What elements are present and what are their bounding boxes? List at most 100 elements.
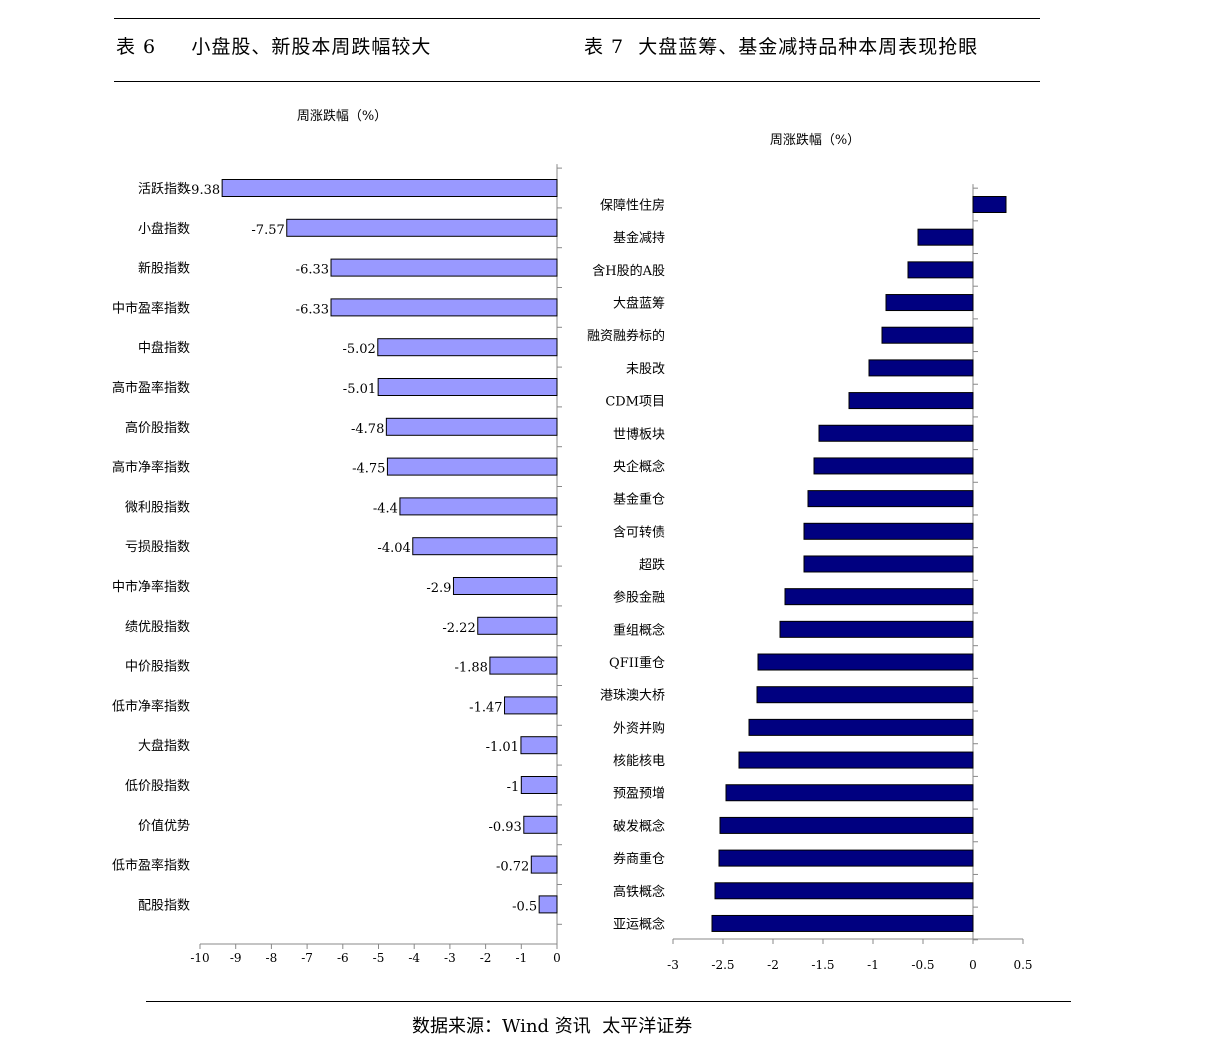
left-value-label: -2.9 <box>426 581 451 596</box>
left-category-label: 微利股指数 <box>125 500 190 515</box>
right-bar <box>725 784 974 802</box>
right-category-label: 亚运概念 <box>613 916 665 932</box>
left-value-label: -1.47 <box>469 700 502 715</box>
right-category-label: 基金减持 <box>613 230 665 246</box>
right-bar <box>711 914 974 932</box>
right-bar <box>756 686 974 704</box>
left-bar <box>504 696 558 715</box>
left-category-label: 配股指数 <box>138 898 190 913</box>
left-value-label: -1.88 <box>455 661 488 676</box>
right-bar <box>848 392 974 410</box>
left-value-label: -0.72 <box>496 860 529 875</box>
right-x-tick-label: -2.5 <box>711 958 734 972</box>
left-category-label: 低价股指数 <box>125 779 190 794</box>
left-bar <box>385 417 558 436</box>
right-bar <box>748 718 974 736</box>
left-bar <box>530 855 558 874</box>
right-category-label: 港珠澳大桥 <box>600 688 665 704</box>
left-category-label: 中价股指数 <box>125 660 190 675</box>
right-category-label: 重组概念 <box>613 622 665 638</box>
left-x-tick-label: -5 <box>373 951 385 965</box>
right-category-label: 含可转债 <box>613 524 665 540</box>
left-value-label: -4.04 <box>377 541 410 556</box>
right-bar <box>718 849 974 867</box>
left-bar <box>520 736 558 755</box>
left-value-label: -0.93 <box>488 820 521 835</box>
right-bar <box>757 653 974 671</box>
left-bar <box>330 298 558 317</box>
right-category-label: 破发概念 <box>613 818 665 834</box>
left-bar <box>377 378 558 396</box>
right-bar <box>719 816 974 834</box>
left-value-label: -4.78 <box>351 422 384 437</box>
right-bar <box>738 751 974 769</box>
left-category-label: 中市净率指数 <box>112 579 190 595</box>
left-value-label: -9.38 <box>187 183 220 198</box>
right-category-label: 世博板块 <box>613 427 665 442</box>
right-bar <box>784 588 974 606</box>
left-table-title: 表 6 小盘股、新股本周跌幅较大 <box>116 36 432 58</box>
right-x-tick-label: 0.5 <box>1013 958 1032 972</box>
right-x-tick-label: -2 <box>767 958 779 972</box>
left-value-label: -5.01 <box>343 382 376 397</box>
right-category-label: 融资融券标的 <box>587 328 665 344</box>
left-category-label: 中市盈率指数 <box>112 300 190 316</box>
left-x-tick-label: -8 <box>266 951 278 965</box>
left-value-label: -4.75 <box>352 462 385 477</box>
left-x-tick-label: -10 <box>190 951 209 965</box>
left-category-label: 小盘指数 <box>138 221 190 237</box>
left-value-label: -0.5 <box>512 899 537 914</box>
right-category-label: 超跌 <box>639 557 665 573</box>
right-category-label: 预盈预增 <box>613 787 665 802</box>
left-bar <box>489 656 558 675</box>
left-bar <box>377 338 558 357</box>
right-bar <box>885 294 974 312</box>
left-category-label: 中盘指数 <box>138 340 190 356</box>
left-bar <box>330 258 558 277</box>
right-bar <box>907 261 974 279</box>
left-x-tick-label: -2 <box>480 951 492 965</box>
left-value-label: -4.4 <box>373 501 398 516</box>
left-category-label: 价值优势 <box>138 818 190 834</box>
right-bar <box>917 228 974 246</box>
right-category-label: 央企概念 <box>613 459 665 475</box>
left-x-tick-label: -7 <box>301 951 313 965</box>
left-category-label: 亏损股指数 <box>125 540 190 555</box>
left-category-label: 高市盈率指数 <box>112 380 190 396</box>
right-category-label: 基金重仓 <box>613 492 665 508</box>
left-x-tick-label: -1 <box>515 951 527 965</box>
left-value-label: -5.02 <box>342 342 375 357</box>
left-value-label: -6.33 <box>296 263 329 278</box>
left-x-tick-label: -3 <box>444 951 456 965</box>
charts-canvas: 周涨跌幅（%）-10 -9 -8 -7 -6 -5 -4 -3 -2 -1 0活跃指数-9.38小盘… <box>112 108 1033 972</box>
left-chart-title: 周涨跌幅（%） <box>297 108 387 124</box>
left-bar <box>452 577 558 595</box>
header-bottom-rule <box>114 81 1040 82</box>
left-value-label: -1.01 <box>486 740 519 755</box>
right-category-label: 核能核电 <box>613 754 665 769</box>
right-bar <box>881 326 974 344</box>
right-chart-title: 周涨跌幅（%） <box>770 132 860 148</box>
left-x-tick-label: -6 <box>337 951 349 965</box>
right-category-label: 未股改 <box>626 362 665 377</box>
right-category-label: 保障性住房 <box>600 198 665 214</box>
left-bar <box>286 218 558 237</box>
right-bar <box>807 490 974 508</box>
left-category-label: 新股指数 <box>138 261 190 277</box>
left-bar <box>523 815 558 834</box>
right-category-label: 外资并购 <box>613 720 665 736</box>
right-bar <box>813 457 974 475</box>
left-category-label: 活跃指数 <box>138 182 190 197</box>
left-x-tick-label: -9 <box>230 951 242 965</box>
top-rule <box>114 18 1040 19</box>
left-value-label: -2.22 <box>442 621 475 636</box>
right-x-tick-label: -1.5 <box>811 958 834 972</box>
right-category-label: 大盘蓝筹 <box>613 296 665 312</box>
right-bar <box>868 359 974 377</box>
right-bar <box>803 555 974 573</box>
left-bar <box>538 895 558 914</box>
right-category-label: 参股金融 <box>613 590 665 606</box>
right-x-tick-label: -3 <box>667 958 679 972</box>
left-category-label: 绩优股指数 <box>125 620 190 635</box>
left-category-label: 高市净率指数 <box>112 460 190 476</box>
